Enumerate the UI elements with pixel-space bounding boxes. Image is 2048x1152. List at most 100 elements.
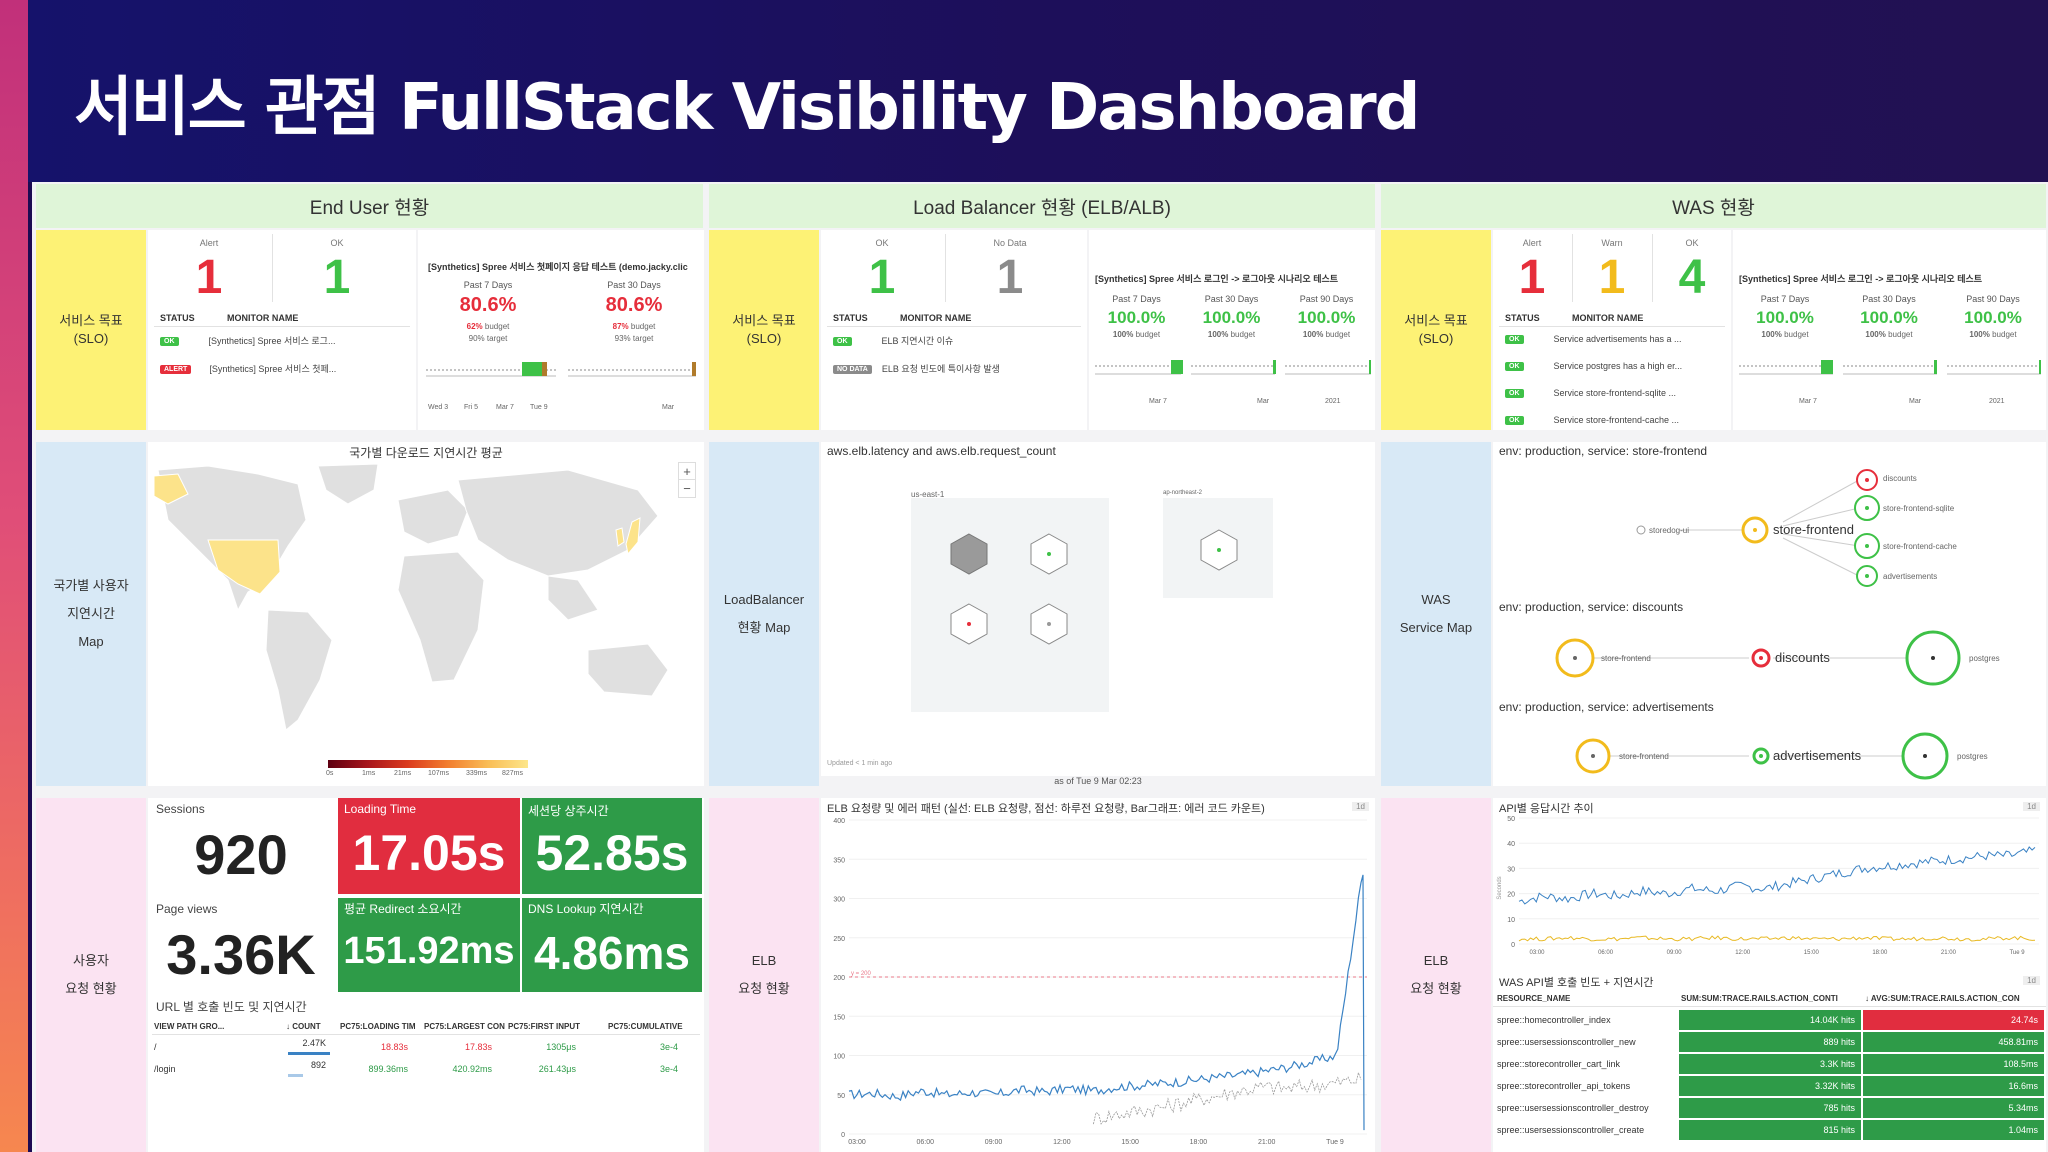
redirect-tile[interactable]: 평균 Redirect 소요시간 151.92ms bbox=[338, 898, 520, 992]
node-label: advertisements bbox=[1883, 572, 1938, 581]
hits-cell: 14.04K hits bbox=[1679, 1010, 1861, 1030]
row-label-text: 서비스 목표 bbox=[732, 313, 796, 328]
latency-cell: 16.6ms bbox=[1863, 1076, 2044, 1096]
status-badge: ALERT bbox=[160, 365, 192, 375]
tick-label: Wed 3 bbox=[428, 404, 449, 411]
x-tick-label: 18:00 bbox=[1190, 1139, 1208, 1146]
sessions-label: Sessions bbox=[156, 802, 205, 816]
redirect-value: 151.92ms bbox=[343, 930, 515, 972]
first-input: 1305μs bbox=[546, 1042, 576, 1052]
elb-request-chart-panel[interactable]: ELB 요청량 및 에러 패턴 (실선: ELB 요청량, 점선: 하루전 요청… bbox=[821, 798, 1375, 1152]
monitor-row[interactable]: OK Service postgres has a high er... bbox=[1505, 361, 1682, 372]
service-map-title: env: production, service: advertisements bbox=[1499, 700, 1714, 714]
monitor-row[interactable]: NO DATA ELB 요청 빈도에 특이사항 발생 bbox=[833, 362, 1000, 375]
resource-name: spree::usersessionscontroller_new bbox=[1497, 1037, 1636, 1047]
was-table-title: WAS API별 호출 빈도 + 지연시간 bbox=[1499, 977, 1654, 989]
ok-count-label: OK bbox=[330, 238, 344, 248]
monitor-row[interactable]: OK Service store-frontend-sqlite ... bbox=[1505, 388, 1677, 399]
korea-shape bbox=[615, 527, 625, 547]
zoom-in-button[interactable]: + bbox=[679, 463, 695, 480]
x-tick-label: 09:00 bbox=[985, 1139, 1003, 1146]
column-header[interactable]: PC75:LOADING TIM bbox=[340, 1022, 416, 1031]
x-tick-label: 06:00 bbox=[1598, 950, 1614, 956]
service-node-storedog-ui bbox=[1636, 525, 1646, 535]
monitor-summary-end-user[interactable]: Alert 1 OK 1 STATUS MONITOR NAME OK [Synt… bbox=[148, 230, 416, 430]
tick-label: Mar bbox=[1257, 398, 1270, 405]
column-header[interactable]: PC75:FIRST INPUT bbox=[508, 1022, 581, 1031]
monitor-row[interactable]: OK Service advertisements has a ... bbox=[1505, 334, 1682, 345]
budget-percent: 100% bbox=[1969, 330, 1990, 339]
status-badge: OK bbox=[1505, 362, 1524, 372]
dashboard: End User 현황 Load Balancer 현황 (ELB/ALB) W… bbox=[32, 182, 2048, 1152]
count-bar bbox=[288, 1074, 303, 1077]
row-label-text: 요청 현황 bbox=[738, 981, 790, 996]
budget-word: budget bbox=[1135, 330, 1161, 339]
rum-panel: Sessions 920 Loading Time 17.05s 세션당 상주시… bbox=[148, 798, 704, 1152]
world-map bbox=[153, 463, 669, 731]
resource-name: spree::homecontroller_index bbox=[1497, 1015, 1611, 1025]
column-header[interactable]: ↓ COUNT bbox=[286, 1022, 321, 1031]
row-label-text: Map bbox=[78, 634, 104, 649]
session-duration-label: 세션당 상주시간 bbox=[528, 804, 609, 818]
series-line-0 bbox=[848, 874, 1365, 1131]
lb-host-map[interactable]: aws.elb.latency and aws.elb.request_coun… bbox=[821, 442, 1375, 786]
cumulative-shift: 3e-4 bbox=[659, 1064, 678, 1074]
column-header[interactable]: RESOURCE_NAME bbox=[1497, 994, 1571, 1003]
geo-latency-map[interactable]: 국가별 다운로드 지연시간 평균 + − bbox=[148, 442, 704, 786]
legend-tick: 827ms bbox=[502, 770, 524, 777]
zoom-controls: + − bbox=[678, 462, 696, 498]
y-tick-label: 0 bbox=[1511, 942, 1515, 949]
monitor-summary-lb[interactable]: OK 1 No Data 1 STATUS MONITOR NAME OK ELB… bbox=[821, 230, 1087, 430]
timeframe-badge[interactable]: 1d bbox=[2023, 802, 2040, 811]
budget-percent: 100% bbox=[1865, 330, 1886, 339]
hits-cell: 785 hits bbox=[1679, 1098, 1861, 1118]
y-tick-label: 50 bbox=[837, 1093, 845, 1100]
divider bbox=[827, 326, 1081, 327]
column-header[interactable]: ↓ AVG:SUM:TRACE.RAILS.ACTION_CON bbox=[1865, 994, 2020, 1003]
service-map-panel[interactable]: env: production, service: store-frontend bbox=[1493, 442, 2046, 786]
slo-widget-end-user[interactable]: [Synthetics] Spree 서비스 첫페이지 응답 테스트 (demo… bbox=[418, 230, 704, 430]
slo-widget-was[interactable]: [Synthetics] Spree 서비스 로그인 -> 로그아웃 시나리오 … bbox=[1733, 230, 2046, 430]
threshold-label: y = 200 bbox=[851, 971, 872, 977]
timeframe-badge[interactable]: 1d bbox=[2023, 976, 2040, 985]
monitor-row[interactable]: OK Service store-frontend-cache ... bbox=[1505, 415, 1679, 426]
column-header[interactable]: PC75:CUMULATIVE bbox=[608, 1022, 683, 1031]
row-label-requests-lb: ELB 요청 현황 bbox=[709, 798, 819, 1152]
monitor-summary-was[interactable]: Alert 1 Warn 1 OK 4 STATUS MONITOR NAME … bbox=[1493, 230, 1731, 430]
legend-tick: 339ms bbox=[466, 770, 488, 777]
resource-name: spree::storecontroller_api_tokens bbox=[1497, 1081, 1631, 1091]
lb-map-title: aws.elb.latency and aws.elb.request_coun… bbox=[827, 444, 1056, 458]
ok-count: 1 bbox=[323, 251, 351, 304]
dns-lookup-tile[interactable]: DNS Lookup 지연시간 4.86ms bbox=[522, 898, 702, 992]
row-label-text: 사용자 bbox=[73, 953, 109, 968]
slo-period-label: Past 7 Days bbox=[1760, 294, 1810, 304]
monitor-row[interactable]: ALERT [Synthetics] Spree 서비스 첫페... bbox=[160, 362, 336, 375]
tick-label: Mar bbox=[1909, 398, 1922, 405]
row-label-map-lb: LoadBalancer 현황 Map bbox=[709, 442, 819, 786]
loading-time-tile[interactable]: Loading Time 17.05s bbox=[338, 798, 520, 894]
monitor-row[interactable]: OK ELB 지연시간 이슈 bbox=[833, 334, 953, 347]
count-bar bbox=[288, 1052, 330, 1055]
slo-target: 93% target bbox=[614, 334, 654, 343]
budget-word: budget bbox=[484, 322, 510, 331]
monitor-row[interactable]: OK [Synthetics] Spree 서비스 로그... bbox=[160, 334, 335, 347]
slo-period-label: Past 90 Days bbox=[1299, 294, 1354, 304]
session-duration-tile[interactable]: 세션당 상주시간 52.85s bbox=[522, 798, 702, 894]
column-header[interactable]: VIEW PATH GRO... bbox=[154, 1022, 225, 1031]
zoom-out-button[interactable]: − bbox=[683, 481, 691, 496]
tick-label: Mar 7 bbox=[496, 404, 514, 411]
monitor-name: Service store-frontend-sqlite ... bbox=[1553, 388, 1677, 398]
sessions-value: 920 bbox=[194, 823, 288, 886]
was-api-panel[interactable]: API별 응답시간 추이 1d 50 40 30 20 10 0 Seconds 03:00 0… bbox=[1493, 798, 2046, 1152]
tick-label: Tue 9 bbox=[530, 404, 548, 411]
budget-word: budget bbox=[1784, 330, 1809, 339]
redirect-label: 평균 Redirect 소요시간 bbox=[344, 902, 462, 916]
divider bbox=[152, 1034, 700, 1035]
column-header[interactable]: PC75:LARGEST CON bbox=[424, 1022, 505, 1031]
budget-percent: 100% bbox=[1112, 330, 1134, 339]
column-header[interactable]: SUM:SUM:TRACE.RAILS.ACTION_CONTI bbox=[1681, 994, 1838, 1003]
slo-widget-lb[interactable]: [Synthetics] Spree 서비스 로그인 -> 로그아웃 시나리오 … bbox=[1089, 230, 1375, 430]
node-label: discounts bbox=[1775, 650, 1830, 665]
as-of-label: as of Tue 9 Mar 02:23 bbox=[821, 776, 1375, 786]
timeframe-badge[interactable]: 1d bbox=[1352, 802, 1369, 811]
